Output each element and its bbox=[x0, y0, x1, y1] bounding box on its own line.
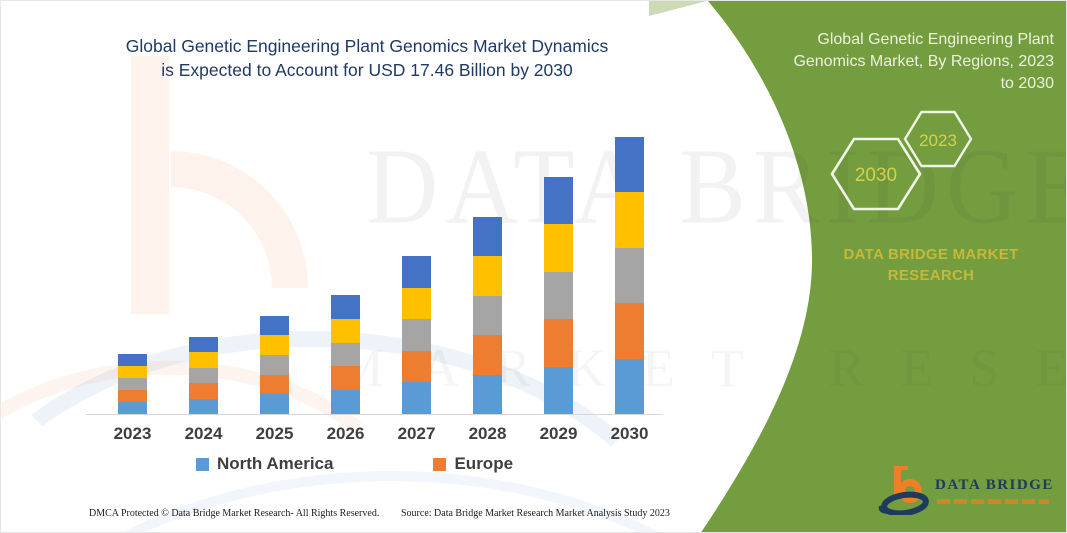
bar-segment bbox=[118, 353, 147, 366]
bar-segment bbox=[331, 318, 360, 343]
legend-label: Europe bbox=[454, 454, 514, 473]
footer-dmca-text: DMCA Protected © Data Bridge Market Rese… bbox=[89, 508, 380, 519]
stacked-bar-2026 bbox=[331, 295, 360, 414]
x-axis-tick-label: 2030 bbox=[610, 424, 649, 443]
chart-legend: North America Europe bbox=[66, 454, 643, 474]
bar-segment bbox=[331, 295, 360, 319]
chart-title: Global Genetic Engineering Plant Genomic… bbox=[89, 34, 645, 82]
footer-source-text: Source: Data Bridge Market Research Mark… bbox=[401, 508, 670, 519]
bar-segment bbox=[473, 335, 502, 375]
bar-segment bbox=[544, 271, 573, 319]
corner-sliver-shape bbox=[649, 1, 707, 16]
bar-segment bbox=[615, 358, 644, 414]
bar-segment bbox=[260, 394, 289, 414]
bar-segment bbox=[402, 287, 431, 320]
bar-segment bbox=[402, 382, 431, 414]
stacked-bar-2028 bbox=[473, 217, 502, 414]
bar-segment bbox=[615, 192, 644, 248]
bar-column-2023 bbox=[97, 1, 168, 414]
bar-segment bbox=[260, 374, 289, 395]
bar-segment bbox=[615, 303, 644, 359]
panel-heading: Global Genetic Engineering Plant Genomic… bbox=[793, 31, 1054, 92]
bar-segment bbox=[544, 366, 573, 414]
bar-segment bbox=[402, 319, 431, 351]
bar-segment bbox=[544, 224, 573, 272]
x-axis-tick-label: 2026 bbox=[326, 424, 365, 443]
bar-segment bbox=[544, 319, 573, 367]
bar-segment bbox=[260, 335, 289, 355]
legend-swatch bbox=[195, 457, 209, 471]
bar-column-2026 bbox=[310, 1, 381, 414]
hexagon-2030-label: 2030 bbox=[855, 165, 897, 186]
x-axis-labels: 2023 2024 2025 2026 2027 2028 2029 2030 bbox=[97, 424, 665, 444]
stacked-bar-chart bbox=[97, 1, 665, 414]
x-axis-line bbox=[86, 414, 663, 415]
bar-segment bbox=[260, 315, 289, 336]
bar-column-2024 bbox=[168, 1, 239, 414]
legend-item: Europe bbox=[433, 454, 513, 474]
x-axis-tick-label: 2029 bbox=[539, 424, 578, 443]
bar-segment bbox=[615, 247, 644, 304]
logo-tagline-strip bbox=[937, 499, 1049, 504]
bar-segment bbox=[473, 295, 502, 336]
bar-segment bbox=[189, 383, 218, 399]
x-axis-tick-label: 2023 bbox=[113, 424, 152, 443]
chart-title-line1: Global Genetic Engineering Plant Genomic… bbox=[125, 36, 609, 56]
bar-segment bbox=[402, 256, 431, 288]
bar-segment bbox=[189, 337, 218, 353]
legend-label: North America bbox=[216, 454, 334, 473]
bar-column-2025 bbox=[239, 1, 310, 414]
chart-title-line2: is Expected to Account for USD 17.46 Bil… bbox=[161, 60, 573, 80]
bar-segment bbox=[331, 390, 360, 414]
stacked-bar-2023 bbox=[118, 353, 147, 414]
bar-segment bbox=[189, 352, 218, 368]
bar-column-2028 bbox=[452, 1, 523, 414]
panel-brand-text: DATA BRIDGE MARKET RESEARCH bbox=[843, 246, 1019, 284]
bar-segment bbox=[544, 176, 573, 224]
legend-item: North America bbox=[195, 454, 334, 474]
stacked-bar-2027 bbox=[402, 256, 431, 414]
hexagon-2030: 2030 bbox=[830, 137, 922, 211]
bar-segment bbox=[118, 377, 147, 390]
hexagon-2023-label: 2023 bbox=[919, 131, 957, 150]
x-axis-tick-label: 2025 bbox=[255, 424, 294, 443]
bar-segment bbox=[331, 342, 360, 367]
logo-wordmark: DATA BRIDGE bbox=[935, 477, 1054, 493]
x-axis-tick-label: 2024 bbox=[184, 424, 223, 443]
data-bridge-logo-icon bbox=[878, 466, 929, 515]
hexagon-year-badges: 2030 2023 bbox=[830, 110, 973, 211]
x-axis-tick-label: 2027 bbox=[397, 424, 436, 443]
hexagon-2023: 2023 bbox=[903, 110, 973, 168]
bar-column-2030 bbox=[594, 1, 665, 414]
bar-segment bbox=[118, 365, 147, 378]
bar-segment bbox=[615, 137, 644, 193]
stacked-bar-2030 bbox=[615, 137, 644, 414]
bar-segment bbox=[118, 401, 147, 414]
stacked-bar-2029 bbox=[544, 176, 573, 414]
legend-swatch bbox=[433, 457, 447, 471]
x-axis-tick-label: 2028 bbox=[468, 424, 507, 443]
stacked-bar-2024 bbox=[189, 337, 218, 414]
bar-segment bbox=[331, 366, 360, 391]
bar-segment bbox=[473, 374, 502, 414]
bar-column-2027 bbox=[381, 1, 452, 414]
bar-segment bbox=[260, 354, 289, 375]
bar-segment bbox=[473, 256, 502, 296]
stacked-bar-2025 bbox=[260, 315, 289, 414]
bar-column-2029 bbox=[523, 1, 594, 414]
bar-segment bbox=[189, 367, 218, 384]
bar-segment bbox=[189, 398, 218, 414]
bar-segment bbox=[402, 350, 431, 383]
bar-segment bbox=[473, 217, 502, 257]
bar-segment bbox=[118, 389, 147, 402]
